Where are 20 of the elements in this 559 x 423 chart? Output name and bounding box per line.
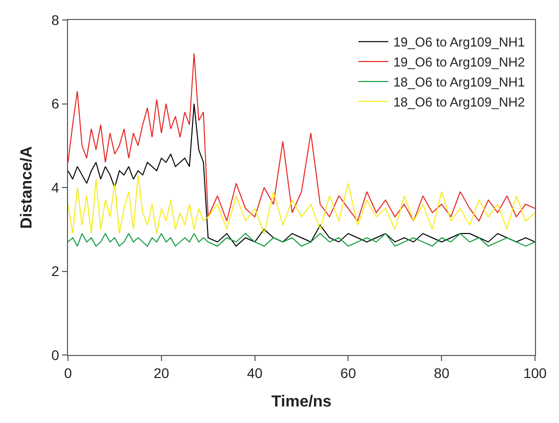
y-tick-label: 2 <box>51 263 60 280</box>
x-tick-label: 0 <box>64 364 72 381</box>
y-axis-title: Distance/A <box>18 146 36 229</box>
x-tick-label: 60 <box>340 364 356 381</box>
line-series <box>68 53 535 222</box>
y-tick-label: 4 <box>51 179 60 196</box>
line-series <box>68 233 535 247</box>
y-tick-label: 8 <box>51 12 60 28</box>
legend-label: 18_O6 to Arg109_NH1 <box>393 74 525 90</box>
legend-label: 18_O6 to Arg109_NH2 <box>393 94 525 110</box>
y-tick-label: 0 <box>51 346 60 363</box>
x-tick-label: 80 <box>434 364 450 381</box>
legend-label: 19_O6 to Arg109_NH1 <box>393 34 525 50</box>
legend-label: 19_O6 to Arg109_NH2 <box>393 54 525 70</box>
x-axis-title: Time/ns <box>271 394 332 410</box>
line-series <box>68 174 535 234</box>
x-tick-label: 100 <box>523 364 547 381</box>
x-tick-label: 20 <box>154 364 170 381</box>
y-tick-label: 6 <box>51 96 60 112</box>
x-tick-label: 40 <box>247 364 263 381</box>
